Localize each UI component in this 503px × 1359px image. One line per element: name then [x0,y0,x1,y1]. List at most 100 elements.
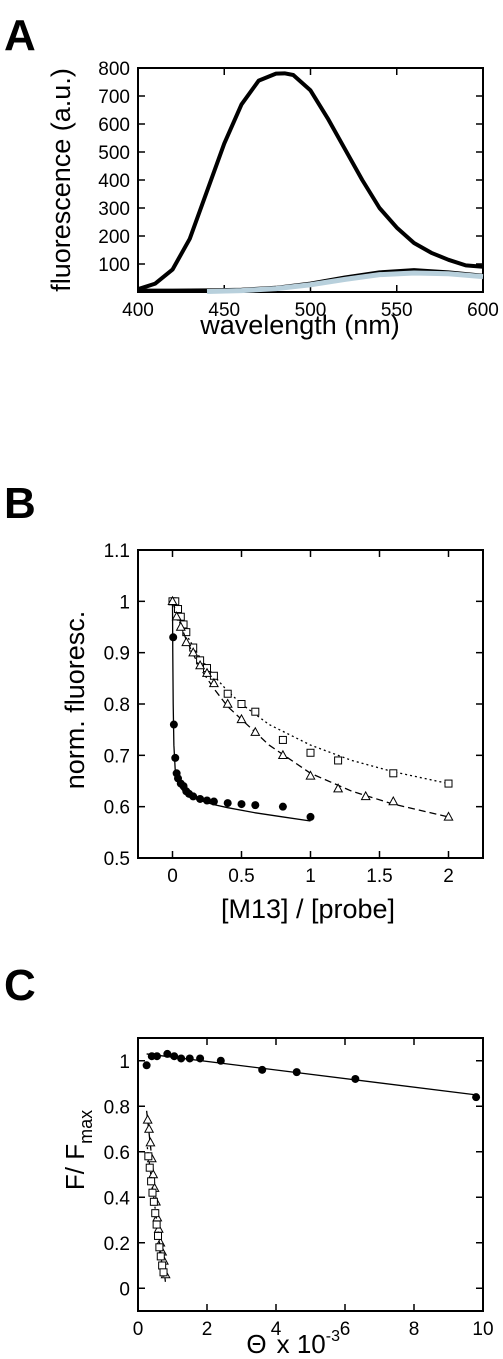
chart-b-point-triangle [167,595,178,606]
chart-b-point-triangle [236,713,247,724]
chart-c-point-square [149,1197,158,1206]
chart-c-point-circle [142,1061,151,1070]
chart-c-xlabel-suffix: x 10 [277,1329,326,1359]
chart-c-ytick-label: 1 [119,1052,130,1073]
chart-b-point-circle [306,812,315,821]
chart-b-point-circle [203,796,211,805]
chart-c-point-circle [258,1065,267,1074]
chart-a-xtick-label: 600 [467,300,499,321]
chart-b-point-triangle [222,698,233,708]
chart-c-point-square [155,1243,164,1252]
chart-a-ytick-label: 500 [98,143,130,164]
chart-c-point-square [156,1252,165,1261]
chart-b-xtick-label: 2 [443,866,454,887]
chart-b-xtick-label: 1.5 [366,866,392,887]
chart-c-point-circle [196,1054,205,1063]
chart-a-ytick-label: 800 [98,59,130,80]
chart-c-xlabel-main: Θ [246,1329,266,1359]
chart-a-ytick-label: 200 [98,227,130,248]
chart-b-frame [137,549,484,859]
chart-a-frame [137,67,484,293]
chart-b-point-square [237,700,246,708]
chart-c-point-circle [351,1074,360,1083]
chart-c-point-circle [152,1052,161,1061]
chart-b-fit-line [171,601,311,822]
chart-b-fit-line [171,601,449,785]
chart-c-frame [137,1037,484,1312]
chart-c-ylabel: F/ Fmax [60,1110,96,1190]
chart-c-xtick-label: 8 [409,1319,420,1340]
chart-b-ytick-label: 0.5 [104,849,130,870]
chart-c-xtick-label: 6 [340,1319,351,1340]
chart-b-xlabel: [M13] / [probe] [221,894,395,924]
chart-b-point-triangle [388,795,399,806]
chart-a-ylabel: fluorescence (a.u.) [46,68,76,292]
chart-b-point-square [182,628,191,637]
chart-b-xtick-label: 0 [167,866,178,887]
chart-b-xtick-label: 0.5 [228,866,254,887]
panel-letter-b: B [4,479,36,528]
chart-c-ylabel-main: F/ F [60,1144,90,1190]
chart-b-point-triangle [175,621,186,631]
chart-b-point-triangle [333,783,344,793]
chart-b-point-triangle [250,726,261,736]
chart-a-series-line [137,71,484,292]
chart-b-point-square [278,735,287,744]
chart-b-point-triangle [208,677,219,688]
chart-b-point-circle [169,633,178,642]
chart-c-ytick-label: 0.2 [104,1234,130,1255]
chart-c-point-circle [185,1054,194,1063]
chart-c-point-square [144,1152,153,1161]
chart-b-point-circle [278,802,287,811]
chart-b-ytick-label: 0.6 [104,798,130,819]
chart-a-xtick-label: 450 [208,300,240,321]
chart-c-xtick-label: 0 [133,1319,144,1340]
chart-c-point-circle [216,1056,225,1065]
chart-b-point-triangle [360,790,371,801]
chart-c-point-square [148,1188,157,1197]
chart-a-ytick-label: 400 [98,171,130,192]
chart-a-xtick-label: 500 [295,300,327,321]
chart-b-point-triangle [171,611,182,621]
chart-b-point-triangle [188,647,199,657]
chart-b-point-triangle [195,659,206,670]
chart-b-point-circle [209,797,218,806]
chart-b-ytick-label: 1 [119,592,130,613]
chart-b-ytick-label: 0.8 [104,695,130,716]
chart-b-point-triangle [305,770,316,780]
chart-c-point-square [154,1231,163,1240]
chart-c-point-circle [472,1093,481,1102]
chart-c-point-triangle [142,1114,153,1124]
chart-b-fit-line [171,601,449,818]
chart-b-point-triangle [181,636,192,647]
panel-letter-c: C [4,961,36,1010]
chart-b-point-square [223,689,232,698]
chart-c-ytick-label: 0 [119,1279,130,1300]
chart-a-ytick-label: 100 [98,255,130,276]
chart-b-point-square [334,756,343,765]
chart-b-point-circle [223,799,232,808]
chart-c-point-square [151,1209,160,1218]
chart-b-ytick-label: 0.9 [104,644,130,665]
chart-b-point-triangle [277,749,288,760]
chart-a-ytick-label: 700 [98,87,130,108]
chart-c-point-square [147,1177,156,1186]
chart-b-point-square [174,605,183,614]
chart-b-point-circle [189,792,198,801]
chart-b-ylabel: norm. fluoresc. [60,611,90,790]
chart-a-ytick-label: 600 [98,115,130,136]
chart-c-point-square [145,1163,154,1172]
chart-c-xtick-label: 10 [472,1319,493,1340]
chart-c-point-square [159,1268,168,1277]
chart-b-point-circle [251,801,260,810]
chart-a-series-line [206,270,484,294]
chart-b-point-triangle [201,667,213,677]
chart-c-point-circle [292,1068,301,1077]
chart-b-ytick-label: 0.7 [104,746,130,767]
chart-c-xtick-label: 4 [271,1319,282,1340]
chart-b-point-circle [169,720,178,729]
